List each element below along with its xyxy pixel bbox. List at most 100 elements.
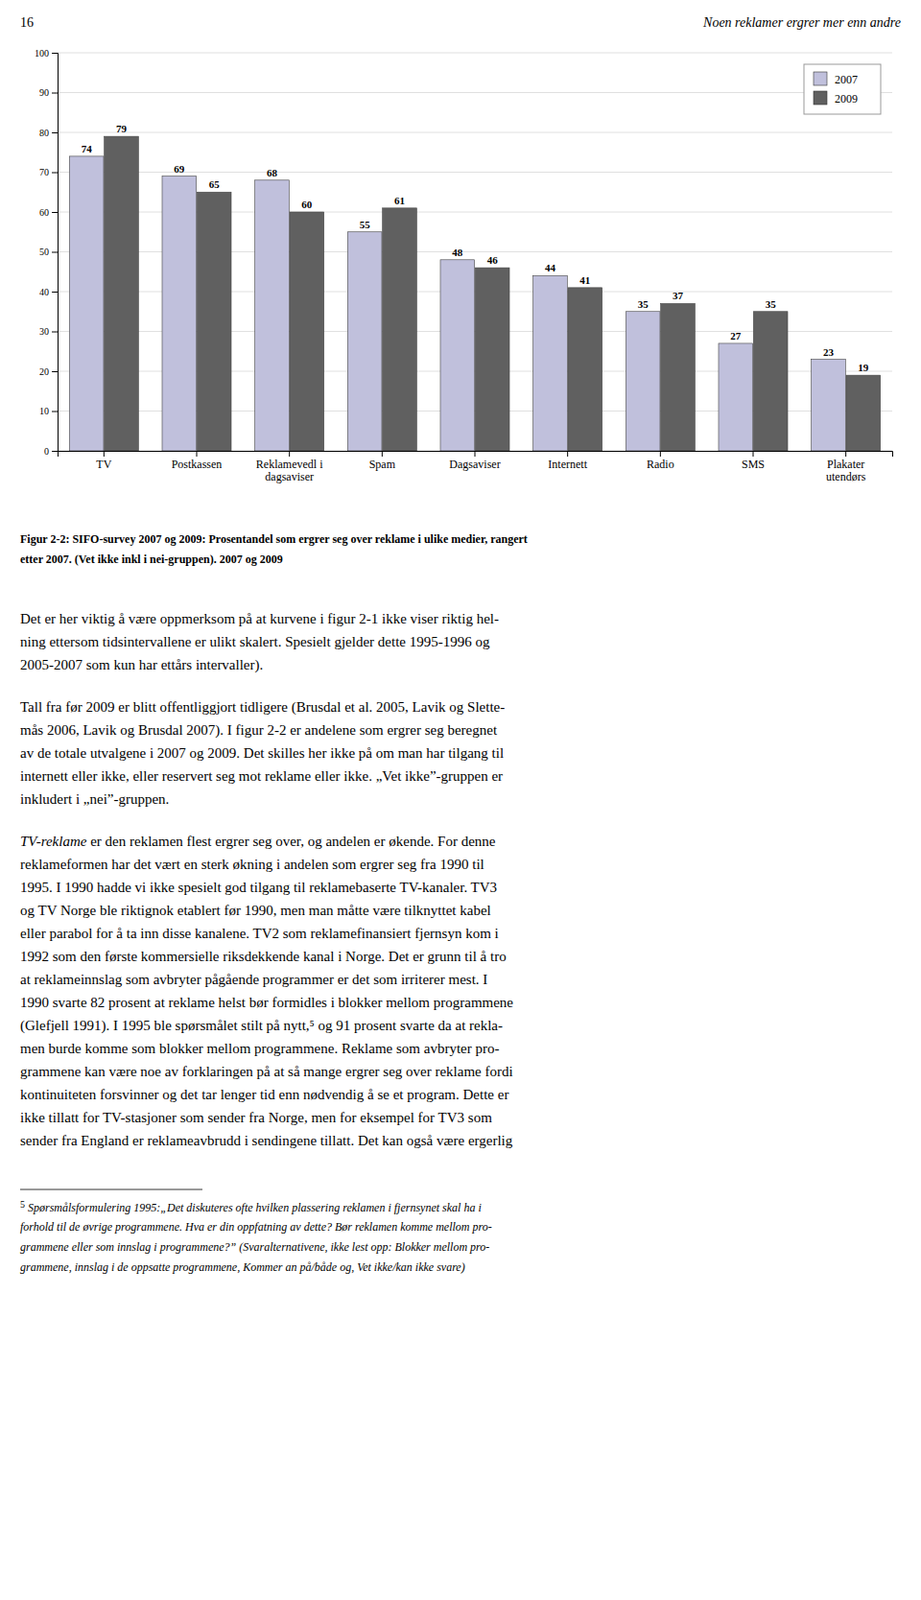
bar (69, 156, 104, 451)
y-tick-mark (51, 450, 58, 452)
body-text: at reklameinnslag som avbryter pågående … (20, 971, 488, 988)
data-label: 68 (266, 166, 279, 179)
bar (289, 212, 325, 451)
x-tick: Dagsaviser (448, 450, 500, 472)
y-tick-mark (51, 212, 58, 213)
x-axis-line (58, 451, 894, 458)
y-tick-label: 20 (39, 366, 49, 378)
y-tick-label: 90 (39, 87, 49, 98)
body-text: Tall fra før 2009 er blitt offentliggjor… (20, 699, 505, 716)
y-tick-mark (51, 411, 58, 413)
legend-swatch (813, 71, 827, 86)
y-tick-mark (51, 132, 58, 134)
data-label: 27 (730, 330, 742, 342)
legend-item: 2007 (813, 71, 858, 87)
body-line: er den reklamen flest ergrer seg over, o… (86, 833, 496, 850)
bar (255, 180, 290, 451)
footnote: grammene eller som innslag i programmene… (20, 1240, 490, 1254)
data-label: 19 (857, 361, 870, 374)
x-tick-label: Dagsaviser (448, 457, 500, 472)
x-tick: TV (95, 450, 112, 472)
body-text: inkludert i „nei”-gruppen. (20, 791, 169, 807)
body-text: 1990 svarte 82 prosent at reklame helst … (20, 994, 514, 1011)
y-tick-mark (51, 331, 58, 333)
x-tick-label: Reklamevedl idagsaviser (256, 457, 324, 485)
y-tick: 60 (39, 207, 58, 218)
x-tick: Spam (369, 450, 397, 472)
x-tick-mark (103, 450, 105, 457)
body-text: 2005-2007 som kun har ettårs intervaller… (20, 657, 263, 674)
x-tick: Reklamevedl idagsaviser (256, 450, 324, 484)
bar (382, 208, 418, 451)
x-tick-mark (381, 450, 383, 457)
data-label: 65 (209, 178, 221, 190)
legend-label: 2007 (834, 72, 858, 87)
legend-item: 2009 (813, 91, 858, 106)
body-text: (Glefjell 1991). I 1995 ble spørsmålet s… (20, 1017, 503, 1035)
y-tick: 0 (44, 446, 58, 457)
data-label: 55 (359, 218, 372, 231)
footnote-rule (20, 1189, 203, 1191)
x-tick-label: Radio (646, 457, 675, 472)
y-tick-label: 50 (39, 246, 49, 258)
x-tick-label: TV (95, 457, 112, 472)
data-label: 60 (301, 198, 313, 211)
body-text: mås 2006, Lavik og Brusdal 2007). I figu… (20, 722, 498, 739)
data-label: 44 (544, 261, 557, 274)
y-tick: 50 (39, 246, 58, 258)
bar (567, 287, 603, 451)
data-label: 48 (451, 246, 464, 259)
legend-swatch (813, 91, 827, 105)
x-tick-label: Postkassen (171, 457, 223, 472)
y-tick-label: 10 (39, 405, 49, 417)
bar (533, 275, 568, 451)
y-tick-label: 60 (39, 207, 49, 218)
y-tick-label: 0 (44, 446, 49, 457)
y-tick-label: 70 (39, 166, 49, 178)
data-label: 69 (173, 163, 186, 175)
x-tick-mark (474, 450, 476, 457)
legend: 2007 2009 (803, 64, 881, 115)
page: 16Noen reklamer ergrer mer enn andre0102… (0, 0, 921, 1600)
x-tick: Radio (646, 450, 675, 472)
y-tick: 20 (39, 366, 58, 378)
x-tick-label: Spam (369, 457, 397, 472)
x-tick-label: SMS (741, 457, 765, 472)
body-text: sender fra England er reklameavbrudd i s… (20, 1133, 514, 1149)
y-tick-label: 100 (34, 47, 49, 59)
y-tick-label: 30 (39, 326, 49, 337)
grid-line (57, 132, 893, 134)
x-tick: SMS (741, 450, 765, 472)
series-bars (69, 156, 846, 451)
body-text: ikke tillatt for TV-stasjoner som sender… (20, 1109, 493, 1126)
data-label: 74 (81, 142, 94, 155)
x-tick-label: Internett (547, 457, 588, 472)
y-tick-label: 40 (39, 286, 49, 298)
y-tick-mark (51, 371, 58, 373)
y-tick-mark (51, 252, 58, 254)
y-tick-mark (51, 291, 58, 293)
bar (196, 191, 232, 451)
body-text: ning ettersom tidsintervallene er ulikt … (20, 634, 491, 650)
body-italic: TV-reklame (20, 833, 88, 850)
bar (811, 359, 847, 451)
body-text: og TV Norge ble riktignok etablert før 1… (20, 902, 492, 919)
bar (440, 259, 475, 451)
y-tick: 100 (34, 47, 58, 59)
bar (661, 303, 696, 451)
grid (57, 52, 893, 451)
body-text: Det er her viktig å være oppmerksom på a… (20, 611, 499, 627)
footnote: 5 Spørsmålsformulering 1995:„Det diskute… (20, 1199, 482, 1215)
body-text: kontinuiteten forsvinner og det tar leng… (20, 1086, 509, 1103)
x-tick: Postkassen (171, 450, 223, 472)
caption: Figur 2-2: SIFO-survey 2007 og 2009: Pro… (20, 532, 528, 546)
footnote-line: Spørsmålsformulering 1995:„Det diskutere… (24, 1201, 482, 1215)
y-axis-line (51, 53, 59, 452)
body-text: grammene kan være noe av forklaringen på… (20, 1063, 514, 1080)
x-tick-mark (566, 450, 568, 457)
x-tick-mark (196, 450, 198, 457)
bar (474, 267, 510, 451)
y-tick-mark (51, 172, 58, 174)
x-tick-mark (288, 450, 290, 457)
x-tick-mark (660, 450, 662, 457)
